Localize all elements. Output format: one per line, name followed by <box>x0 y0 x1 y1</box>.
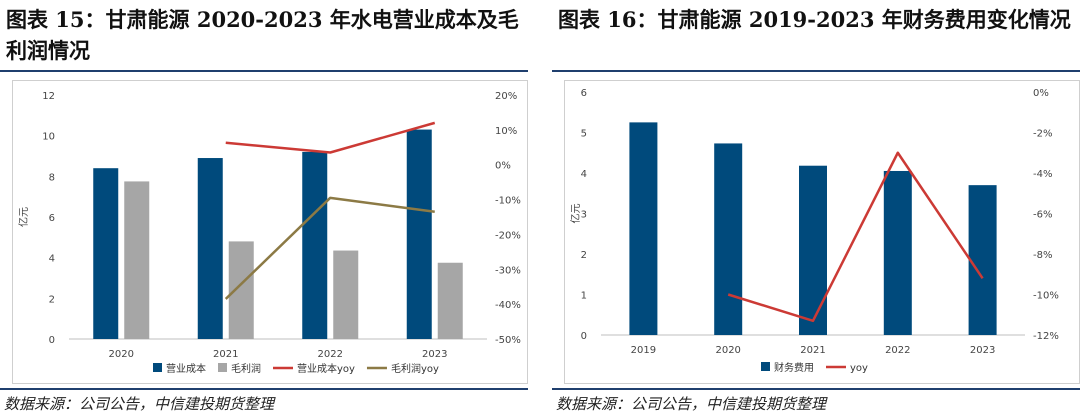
y-tick-label: 6 <box>581 88 587 99</box>
title-rule <box>0 70 528 72</box>
legend-label: 财务费用 <box>774 361 814 374</box>
x-tick-label: 2023 <box>422 349 447 360</box>
y2-tick-label: -10% <box>495 196 521 207</box>
y2-tick-label: -6% <box>1033 210 1052 221</box>
x-tick-label: 2022 <box>318 349 343 360</box>
title-rule <box>552 70 1080 72</box>
y-tick-label: 8 <box>49 172 55 183</box>
bar <box>124 181 150 339</box>
legend-swatch <box>218 363 227 372</box>
chart-frame: 0 2 4 6 8 10 12 -50% -40% -30% -20% -10% 0% 10% 20% 亿元 2… <box>12 80 528 384</box>
y2-tick-label: 20% <box>495 91 517 102</box>
right-panel: 图表 16：甘肃能源 2019-2023 年财务费用变化情况 0 1 2 3 4 5 6 -1… <box>552 0 1080 419</box>
y-tick-label: 4 <box>49 254 55 265</box>
y-tick-label: 5 <box>581 129 587 140</box>
chart-frame: 0 1 2 3 4 5 6 -12% -10% -8% -6% -4% -2% 0% 亿元 2019 2020 2… <box>564 80 1080 384</box>
bar <box>968 185 997 335</box>
legend-label: 毛利润 <box>231 362 261 375</box>
y2-tick-label: -20% <box>495 230 521 241</box>
y-axis-label: 亿元 <box>569 204 582 224</box>
x-tick-label: 2021 <box>213 349 238 360</box>
source-note: 数据来源：公司公告，中信建投期货整理 <box>4 395 275 413</box>
bar <box>333 250 359 339</box>
y2-tick-label: -10% <box>1033 291 1059 302</box>
legend-label: 营业成本yoy <box>297 362 355 375</box>
series-line <box>727 151 984 323</box>
x-tick-label: 2021 <box>800 345 825 356</box>
bar <box>714 143 743 335</box>
legend-swatch <box>153 363 162 372</box>
y2-tick-label: -50% <box>495 335 521 346</box>
bar <box>93 168 119 339</box>
y-tick-label: 2 <box>49 294 55 305</box>
legend-label: 毛利润yoy <box>391 362 439 375</box>
series-line <box>225 121 436 154</box>
y2-tick-label: -4% <box>1033 169 1052 180</box>
source-note: 数据来源：公司公告，中信建投期货整理 <box>556 395 827 413</box>
legend-label: yoy <box>850 363 868 374</box>
y2-tick-label: -12% <box>1033 331 1059 342</box>
y-tick-label: 1 <box>581 291 587 302</box>
y2-tick-label: 10% <box>495 126 517 137</box>
chart-title: 图表 15：甘肃能源 2020-2023 年水电营业成本及毛利润情况 <box>6 7 519 63</box>
y-tick-label: 0 <box>49 335 55 346</box>
y2-tick-label: 0% <box>1033 88 1049 99</box>
y2-tick-label: -30% <box>495 265 521 276</box>
y-tick-label: 10 <box>42 132 55 143</box>
series-line <box>224 196 435 300</box>
y2-tick-label: -2% <box>1033 129 1052 140</box>
x-tick-label: 2020 <box>109 349 134 360</box>
bar <box>228 241 254 339</box>
y-tick-label: 6 <box>49 213 55 224</box>
legend-label: 营业成本 <box>166 362 206 375</box>
x-tick-label: 2022 <box>885 345 910 356</box>
chart-title: 图表 16：甘肃能源 2019-2023 年财务费用变化情况 <box>558 7 1071 32</box>
bar <box>629 122 658 335</box>
y2-tick-label: -40% <box>495 300 521 311</box>
x-tick-label: 2019 <box>631 345 656 356</box>
cost-profit-chart: 0 2 4 6 8 10 12 -50% -40% -30% -20% -10% 0% 10% 20% 亿元 2… <box>17 91 521 375</box>
legend-swatch <box>761 362 770 371</box>
source-rule <box>552 388 1080 390</box>
bar <box>799 165 827 335</box>
y-axis-label: 亿元 <box>17 207 30 227</box>
source-rule <box>0 388 528 390</box>
y-tick-label: 4 <box>581 169 587 180</box>
y-tick-label: 2 <box>581 250 587 261</box>
left-panel: 图表 15：甘肃能源 2020-2023 年水电营业成本及毛利润情况 0 2 4 6 8… <box>0 0 528 419</box>
finance-expense-chart: 0 1 2 3 4 5 6 -12% -10% -8% -6% -4% -2% 0% 亿元 2019 2020 2… <box>569 88 1059 374</box>
y2-tick-label: -8% <box>1033 250 1052 261</box>
bar <box>437 262 463 339</box>
y-tick-label: 12 <box>42 91 55 102</box>
y2-tick-label: 0% <box>495 161 511 172</box>
y-tick-label: 3 <box>581 210 587 221</box>
bar <box>406 129 432 339</box>
bar <box>197 158 223 339</box>
bar <box>883 170 912 335</box>
x-tick-label: 2020 <box>715 345 740 356</box>
bar <box>302 151 328 339</box>
x-tick-label: 2023 <box>970 345 995 356</box>
y-tick-label: 0 <box>581 331 587 342</box>
